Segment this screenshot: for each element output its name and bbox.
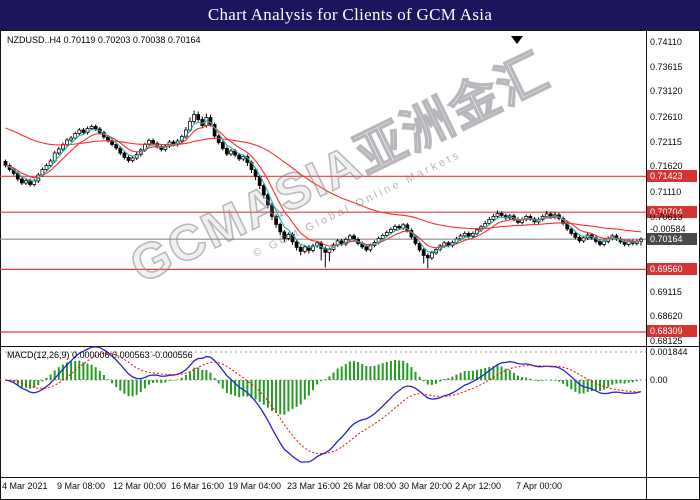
candle-body	[458, 235, 463, 240]
candle-body	[462, 233, 467, 237]
candle-body	[577, 237, 582, 242]
candle-body	[151, 140, 155, 144]
candle-body	[573, 233, 578, 238]
candle-body	[389, 229, 393, 233]
candle-body	[544, 213, 549, 217]
candle-body	[466, 233, 471, 237]
ma-fast-red	[5, 124, 642, 249]
candle-body	[93, 126, 98, 130]
candle-body	[393, 226, 397, 230]
candle-body	[294, 241, 299, 248]
candle-body	[380, 235, 385, 239]
candle-body	[622, 241, 627, 245]
candle-body	[225, 148, 229, 155]
candle-body	[598, 241, 602, 245]
candle-body	[569, 228, 574, 234]
candle-body	[20, 178, 24, 184]
candle-body	[315, 242, 319, 247]
macd-line	[5, 346, 642, 463]
candle-body	[118, 147, 123, 154]
candle-body	[122, 152, 127, 158]
macd-signal-line	[5, 352, 641, 455]
candle-body	[286, 234, 291, 239]
candle-body	[298, 247, 303, 252]
candle-body	[81, 129, 86, 133]
candle-body	[491, 216, 496, 220]
candle-body	[220, 142, 225, 149]
candle-body	[483, 223, 488, 228]
page-title: Chart Analysis for Clients of GCM Asia	[207, 5, 493, 24]
candle-body	[196, 114, 201, 120]
title-bar: Chart Analysis for Clients of GCM Asia	[0, 0, 700, 30]
candle-body	[327, 249, 332, 253]
candle-body	[114, 144, 119, 149]
candle-body	[44, 165, 49, 170]
candle-body	[348, 235, 352, 240]
candle-body	[130, 157, 135, 161]
candle-body	[405, 224, 410, 231]
candle-body	[3, 161, 8, 166]
candle-body	[266, 194, 270, 206]
candle-body	[69, 137, 73, 141]
candle-body	[417, 243, 422, 251]
candle-body	[261, 185, 266, 196]
candle-body	[499, 213, 504, 216]
candle-body	[397, 226, 401, 229]
candle-body	[126, 157, 131, 161]
candle-body	[159, 146, 164, 150]
candle-body	[311, 245, 315, 251]
candle-body	[302, 246, 307, 252]
candle-body	[602, 241, 606, 245]
candle-body	[270, 204, 274, 217]
candle-body	[257, 176, 262, 186]
candle-body	[364, 246, 369, 251]
candle-body	[581, 237, 586, 242]
ma-teal	[5, 120, 642, 253]
candle-body	[274, 216, 278, 225]
down-arrow-marker[interactable]	[511, 36, 523, 44]
candle-body	[192, 114, 196, 122]
candle-body	[89, 126, 94, 129]
chart-border	[0, 30, 700, 500]
candle-body	[229, 150, 233, 155]
ma-slow-red	[5, 127, 642, 233]
candle-body	[24, 180, 28, 184]
candle-body	[48, 160, 53, 166]
candle-body	[77, 129, 82, 134]
candle-body	[442, 242, 447, 247]
candle-body	[134, 154, 139, 159]
candle-body	[352, 235, 356, 240]
candle-body	[73, 133, 78, 139]
candle-body	[65, 139, 69, 145]
candle-body	[32, 180, 37, 185]
candle-body	[253, 169, 258, 177]
candle-body	[208, 117, 213, 125]
candle-body	[278, 224, 283, 233]
candle-body	[56, 148, 61, 154]
candle-body	[421, 249, 426, 256]
candle-body	[446, 242, 451, 246]
candle-body	[430, 252, 434, 259]
candle-body	[495, 213, 500, 217]
candle-body	[425, 255, 430, 259]
candle-body	[237, 154, 242, 160]
candle-body	[241, 156, 246, 160]
candle-body	[487, 219, 492, 224]
candle-body	[384, 232, 389, 236]
candle-body	[282, 231, 287, 239]
